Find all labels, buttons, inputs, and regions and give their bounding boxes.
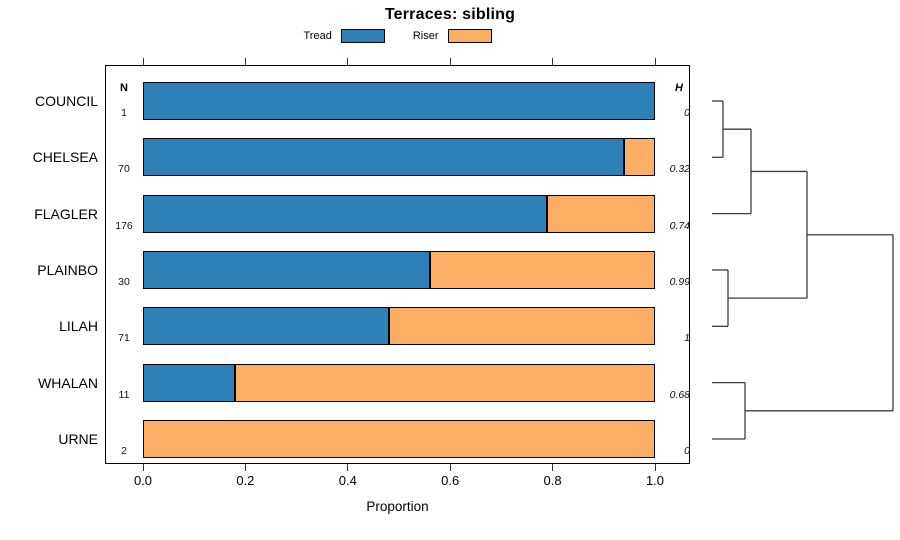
n-count-value: 71 xyxy=(118,332,130,345)
stacked-bar-row xyxy=(143,82,655,120)
h-entropy-value: 0 xyxy=(684,444,690,457)
legend-item-riser: Riser xyxy=(413,29,492,43)
legend-label-riser: Riser xyxy=(412,30,439,42)
category-label: FLAGLER xyxy=(34,205,98,222)
x-axis-tick-bottom xyxy=(552,464,554,471)
category-label: CHELSEA xyxy=(32,149,98,166)
bar-segment-riser xyxy=(388,307,655,346)
n-count-value: 11 xyxy=(118,388,130,401)
bar-segment-tread xyxy=(143,138,625,177)
stacked-bar-row xyxy=(143,250,655,289)
stacked-bar-row xyxy=(143,138,655,177)
bar-segment-riser xyxy=(235,363,655,402)
h-entropy-value: 0.74 xyxy=(669,219,690,232)
legend: Tread Riser xyxy=(105,29,690,43)
x-axis-tick-label: 1.0 xyxy=(645,473,665,488)
x-axis-title: Proportion xyxy=(366,499,429,514)
bar-segment-tread xyxy=(143,194,548,233)
category-label: WHALAN xyxy=(38,374,98,391)
dendrogram xyxy=(712,100,894,440)
x-axis-tick-bottom xyxy=(654,464,656,471)
bar-segment-tread xyxy=(143,307,389,346)
x-axis-tick-top xyxy=(552,58,554,65)
bar-segment-tread xyxy=(143,363,236,402)
category-label: PLAINBO xyxy=(37,261,98,278)
h-entropy-value: 0.32 xyxy=(669,163,690,176)
category-label: COUNCIL xyxy=(34,93,98,109)
n-column-header: N xyxy=(120,82,128,94)
bar-segment-tread xyxy=(143,82,655,120)
bar-segment-riser xyxy=(547,194,655,233)
bar-segment-riser xyxy=(429,250,655,289)
bar-segment-riser xyxy=(143,419,655,458)
x-axis-tick-top xyxy=(244,58,246,65)
x-axis-tick-label: 0.4 xyxy=(338,473,357,488)
x-axis-tick-label: 0.6 xyxy=(441,473,460,488)
stacked-bar-row xyxy=(143,419,655,458)
n-count-value: 30 xyxy=(118,275,130,288)
stacked-bar-row xyxy=(143,194,655,233)
category-label: URNE xyxy=(58,430,98,447)
x-axis-tick-top xyxy=(142,58,144,65)
n-count-value: 1 xyxy=(121,107,127,119)
category-label: LILAH xyxy=(59,318,98,335)
x-axis-tick-bottom xyxy=(347,464,349,471)
x-axis-tick-label: 0.8 xyxy=(543,473,562,488)
stacked-bar-row xyxy=(143,363,655,402)
h-entropy-value: 1 xyxy=(684,332,690,345)
legend-swatch-riser xyxy=(447,29,492,43)
x-axis-tick-top xyxy=(449,58,451,65)
x-axis-tick-label: 0.2 xyxy=(236,473,255,488)
x-axis-tick-bottom xyxy=(142,464,144,471)
x-axis-tick-top xyxy=(654,58,656,65)
x-axis-tick-bottom xyxy=(244,464,246,471)
n-count-value: 2 xyxy=(121,444,127,457)
bar-segment-tread xyxy=(143,250,430,289)
h-entropy-value: 0.99 xyxy=(669,275,690,288)
h-column-header: H xyxy=(675,82,683,94)
x-axis-tick-bottom xyxy=(449,464,451,471)
x-axis-tick-label: 0.0 xyxy=(133,473,153,488)
legend-item-tread: Tread xyxy=(304,29,385,43)
h-entropy-value: 0.68 xyxy=(669,388,690,401)
n-count-value: 70 xyxy=(118,163,130,176)
h-entropy-value: 0 xyxy=(684,107,690,119)
legend-swatch-tread xyxy=(340,29,385,43)
x-axis-tick-top xyxy=(347,58,349,65)
legend-label-tread: Tread xyxy=(303,30,332,42)
chart-title: Terraces: sibling xyxy=(384,6,516,23)
n-count-value: 176 xyxy=(115,219,133,232)
bar-segment-riser xyxy=(624,138,655,177)
stacked-bar-row xyxy=(143,307,655,346)
